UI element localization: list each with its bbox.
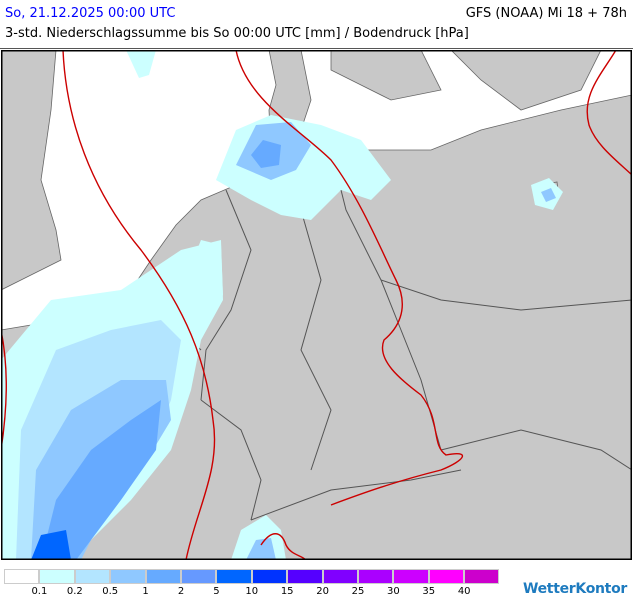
legend-swatch <box>393 569 429 584</box>
legend-swatch <box>110 569 146 584</box>
legend-swatch <box>145 569 181 584</box>
legend-swatch <box>464 569 500 584</box>
legend-swatch <box>216 569 252 584</box>
legend-label: 0.1 <box>31 586 48 597</box>
isobar <box>1 329 7 451</box>
legend-label: 5 <box>213 586 220 597</box>
legend-label: 2 <box>177 586 185 597</box>
legend-swatch <box>180 569 217 584</box>
map-frame <box>1 50 632 560</box>
legend-label: 40 <box>457 586 471 597</box>
legend-label: 1 <box>142 586 149 597</box>
legend-label: 25 <box>351 586 365 597</box>
map-subtitle: 3-std. Niederschlagssumme bis So 00:00 U… <box>5 26 469 41</box>
legend-swatch <box>428 569 465 584</box>
precipitation <box>1 50 563 560</box>
model-run: GFS (NOAA) Mi 18 + 78h <box>465 6 627 21</box>
legend-label: 35 <box>422 586 436 597</box>
legend-swatch <box>74 569 111 584</box>
legend-swatch <box>357 569 394 584</box>
legend-label: 30 <box>387 586 400 597</box>
precipitation-map[interactable] <box>1 50 632 560</box>
legend-label: 0.2 <box>66 586 83 597</box>
legend-swatch <box>39 569 75 584</box>
valid-time: So, 21.12.2025 00:00 UTC <box>5 6 176 21</box>
legend-label: 15 <box>280 586 294 597</box>
isobar <box>62 50 216 560</box>
legend-swatch <box>287 569 323 584</box>
header-divider <box>0 48 633 49</box>
legend-label: 0.5 <box>102 586 119 597</box>
legend-swatch <box>251 569 288 584</box>
precipitation-legend <box>4 569 500 584</box>
great-britain <box>1 50 62 291</box>
legend-swatch <box>322 569 358 584</box>
isobar <box>586 50 632 176</box>
sweden-east <box>450 50 602 111</box>
isobars <box>1 50 632 560</box>
wetterkontor-logo: WetterKontor <box>522 581 627 597</box>
sweden-south <box>330 50 442 101</box>
legend-label: 20 <box>316 586 329 597</box>
isobar <box>235 50 463 506</box>
isobar <box>260 533 307 560</box>
legend-swatch <box>4 569 40 584</box>
legend-label: 10 <box>245 586 259 597</box>
